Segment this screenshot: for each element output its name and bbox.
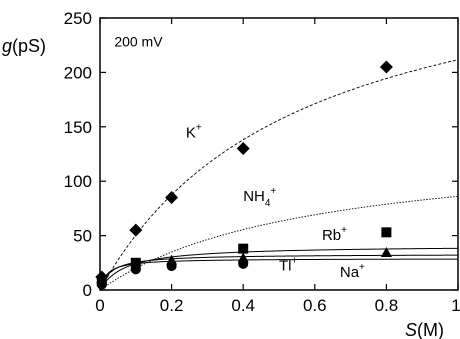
- ion-label-nh: NH4+: [243, 186, 276, 209]
- x-tick-label: 0.8: [375, 296, 399, 315]
- data-point-k: [129, 223, 143, 237]
- fit-curve-tl: [99, 258, 458, 291]
- axis-ticks: [99, 17, 459, 291]
- y-tick-label: 200: [64, 63, 92, 82]
- data-point-k: [236, 142, 250, 156]
- x-tick-label: 0.2: [160, 296, 184, 315]
- fit-curves: [99, 59, 459, 291]
- fit-curve-k: [99, 59, 459, 291]
- data-point-k: [379, 60, 393, 74]
- ion-label-k: K+: [186, 123, 202, 142]
- x-tick-label: 0: [95, 296, 104, 315]
- x-tick-label: 1: [451, 296, 460, 315]
- data-point-tl: [130, 264, 141, 275]
- ion-label-rb: Rb+: [322, 225, 347, 244]
- y-axis-title: g(pS): [2, 36, 46, 56]
- fit-curve-nh: [99, 195, 459, 291]
- data-point-rb: [381, 227, 392, 238]
- data-point-tl: [166, 261, 177, 272]
- y-tick-label: 150: [64, 118, 92, 137]
- data-point-k: [165, 191, 179, 205]
- data-point-tl: [96, 279, 107, 290]
- y-tick-label: 100: [64, 172, 92, 191]
- ion-label-tl: Tl+: [279, 255, 298, 274]
- voltage-annotation: 200 mV: [114, 33, 163, 49]
- x-tick-label: 0.6: [303, 296, 327, 315]
- x-tick-label: 0.4: [231, 296, 255, 315]
- data-point-rb: [238, 243, 249, 254]
- y-tick-label: 250: [64, 9, 92, 28]
- data-markers: [95, 60, 393, 290]
- fit-curve-rb: [99, 247, 459, 291]
- ion-label-na: Na+: [340, 262, 365, 281]
- y-tick-label: 0: [83, 281, 92, 300]
- data-point-na: [380, 247, 392, 258]
- data-point-tl: [238, 258, 249, 269]
- text-labels: 0 0.2 0.4 0.6 0.8 1 0 50 100 150 200 250 g(pS) S(M) 20…: [2, 9, 460, 339]
- fit-curve-na: [99, 254, 459, 291]
- plot-area-frame: [99, 17, 459, 291]
- y-tick-label: 50: [73, 227, 92, 246]
- x-axis-title: S(M): [405, 320, 444, 339]
